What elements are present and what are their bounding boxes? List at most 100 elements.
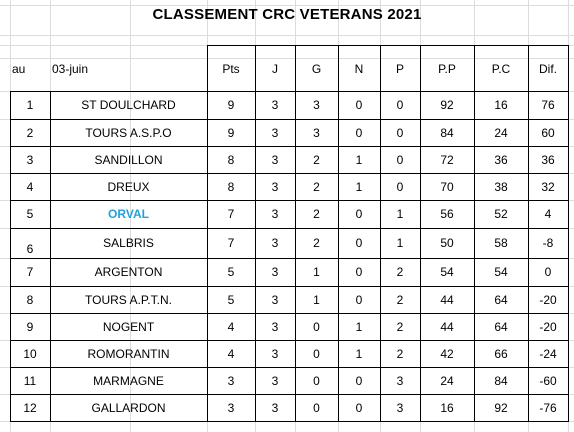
stat-dif: 60 (541, 125, 555, 140)
rank-cell: 10 (23, 346, 37, 361)
stat-pp: 70 (440, 179, 454, 194)
stat-n: 0 (355, 125, 363, 140)
stat-pp: 54 (440, 265, 454, 279)
stat-n: 0 (355, 400, 363, 415)
stat-p: 2 (396, 265, 404, 279)
stat-n: 0 (355, 373, 363, 388)
table-border (207, 45, 569, 46)
team-name: SALBRIS (103, 236, 154, 250)
stat-g: 3 (313, 125, 320, 140)
stat-n: 0 (355, 265, 363, 279)
stat-p: 3 (396, 373, 404, 388)
stat-dif: 36 (541, 152, 555, 167)
date-header: 03-juin (52, 62, 89, 76)
stat-g: 1 (313, 265, 320, 279)
stat-pp: 42 (440, 346, 454, 361)
stat-j: 3 (271, 125, 279, 140)
stat-p: 1 (396, 236, 404, 250)
rank-cell: 5 (26, 207, 34, 221)
stat-pts: 4 (227, 319, 235, 334)
table-border (10, 146, 569, 147)
stat-j: 3 (271, 98, 279, 112)
column-header-2: G (311, 62, 322, 76)
table-border (10, 228, 569, 229)
column-header-7: Dif. (539, 62, 557, 76)
stat-dif: -60 (539, 373, 557, 388)
rank-cell: 2 (26, 125, 34, 140)
stat-pp: 16 (440, 400, 454, 415)
table-border (10, 119, 569, 120)
team-name: DREUX (107, 179, 150, 194)
team-name: ROMORANTIN (87, 346, 170, 361)
stat-j: 3 (271, 265, 279, 279)
table-border (10, 173, 569, 174)
stat-pc: 58 (494, 236, 508, 250)
table-border (295, 45, 296, 422)
stat-pc: 36 (494, 152, 508, 167)
stat-pts: 7 (227, 207, 235, 221)
stat-g: 3 (313, 98, 320, 112)
stat-j: 3 (271, 207, 279, 221)
stat-j: 3 (271, 236, 279, 250)
stat-p: 0 (396, 152, 404, 167)
stat-p: 0 (396, 179, 404, 194)
stat-g: 1 (313, 292, 320, 307)
stat-pp: 56 (440, 207, 454, 221)
stat-pts: 5 (227, 292, 235, 307)
stat-pp: 92 (440, 98, 454, 112)
table-border (207, 45, 208, 422)
table-border (10, 258, 569, 259)
stat-pc: 54 (494, 265, 508, 279)
table-border (420, 45, 421, 422)
stat-pts: 8 (227, 152, 235, 167)
table-border (474, 45, 475, 422)
rank-cell: 11 (23, 373, 37, 388)
stat-pp: 50 (440, 236, 454, 250)
table-border (10, 421, 569, 422)
stat-p: 0 (396, 98, 404, 112)
team-name: NOGENT (102, 319, 155, 334)
table-border (10, 286, 569, 287)
column-header-6: P.C (491, 62, 511, 76)
rank-cell: 4 (26, 179, 34, 194)
table-border (528, 45, 529, 422)
stat-p: 0 (396, 125, 404, 140)
stat-dif: 0 (544, 265, 552, 279)
table-border (255, 45, 256, 422)
table-border (50, 91, 51, 422)
stat-dif: -24 (539, 346, 557, 361)
stat-pp: 72 (440, 152, 454, 167)
stat-j: 3 (271, 292, 279, 307)
rank-header: au (12, 62, 26, 76)
team-name: TOURS A.S.P.O (85, 125, 172, 140)
stat-pc: 66 (494, 346, 508, 361)
stat-dif: -20 (539, 319, 557, 334)
stat-g: 2 (313, 152, 320, 167)
stat-g: 0 (313, 319, 320, 334)
stat-p: 3 (396, 400, 404, 415)
stat-n: 1 (355, 152, 363, 167)
stat-dif: -8 (542, 236, 554, 250)
column-header-1: J (272, 62, 278, 76)
table-border (568, 45, 569, 422)
table-border (10, 313, 569, 314)
rank-cell: 9 (26, 319, 34, 334)
stat-dif: -76 (539, 400, 557, 415)
stat-g: 2 (313, 179, 320, 194)
stat-pts: 8 (227, 179, 235, 194)
stat-n: 0 (355, 98, 363, 112)
column-header-3: N (354, 62, 364, 76)
column-header-4: P (395, 62, 404, 76)
stat-p: 1 (396, 207, 404, 221)
team-name: TOURS A.P.T.N. (85, 292, 172, 307)
stat-pts: 4 (227, 346, 235, 361)
stat-pc: 16 (494, 98, 508, 112)
stat-j: 3 (271, 152, 279, 167)
stat-g: 2 (313, 236, 320, 250)
table-border (10, 91, 569, 92)
stat-n: 0 (355, 236, 363, 250)
stat-g: 0 (313, 346, 320, 361)
stat-p: 2 (396, 319, 404, 334)
stat-dif: -20 (539, 292, 557, 307)
stat-g: 2 (313, 207, 320, 221)
